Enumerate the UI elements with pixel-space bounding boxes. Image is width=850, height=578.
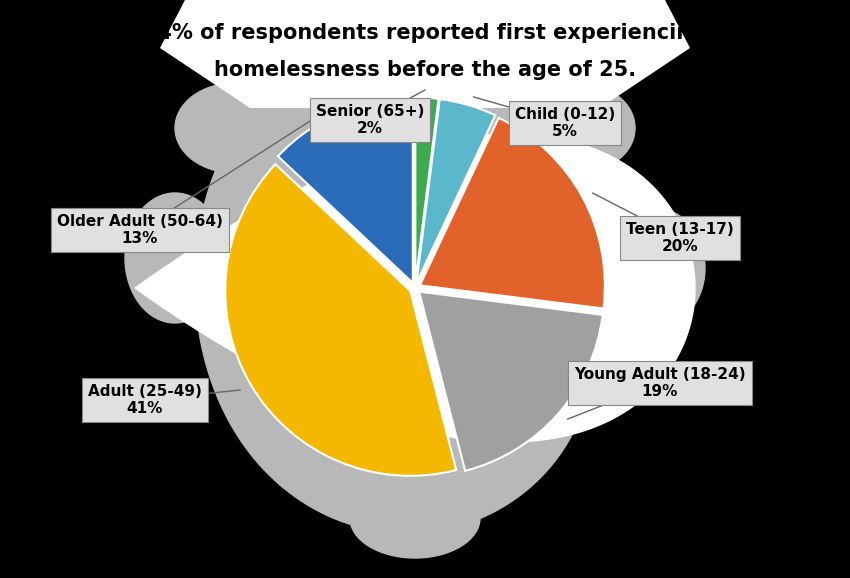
Text: Senior (65+)
2%: Senior (65+) 2% bbox=[316, 104, 424, 136]
Text: 44% of respondents reported first experiencing: 44% of respondents reported first experi… bbox=[144, 23, 706, 43]
Text: Child (0-12)
5%: Child (0-12) 5% bbox=[515, 107, 615, 139]
Polygon shape bbox=[135, 134, 695, 442]
Wedge shape bbox=[225, 164, 456, 476]
Polygon shape bbox=[195, 33, 597, 533]
Text: Adult (25-49)
41%: Adult (25-49) 41% bbox=[88, 384, 202, 416]
Wedge shape bbox=[419, 292, 603, 471]
Wedge shape bbox=[278, 98, 413, 283]
Text: Older Adult (50-64)
13%: Older Adult (50-64) 13% bbox=[57, 214, 223, 246]
Ellipse shape bbox=[605, 208, 705, 328]
Polygon shape bbox=[160, 0, 690, 108]
Wedge shape bbox=[420, 118, 605, 309]
Ellipse shape bbox=[350, 478, 480, 558]
Text: homelessness before the age of 25.: homelessness before the age of 25. bbox=[214, 60, 636, 80]
Ellipse shape bbox=[175, 83, 295, 173]
Wedge shape bbox=[416, 98, 439, 283]
Text: Teen (13-17)
20%: Teen (13-17) 20% bbox=[626, 222, 734, 254]
Ellipse shape bbox=[535, 86, 635, 171]
Ellipse shape bbox=[125, 193, 225, 323]
Text: Young Adult (18-24)
19%: Young Adult (18-24) 19% bbox=[575, 367, 745, 399]
Wedge shape bbox=[416, 99, 496, 283]
